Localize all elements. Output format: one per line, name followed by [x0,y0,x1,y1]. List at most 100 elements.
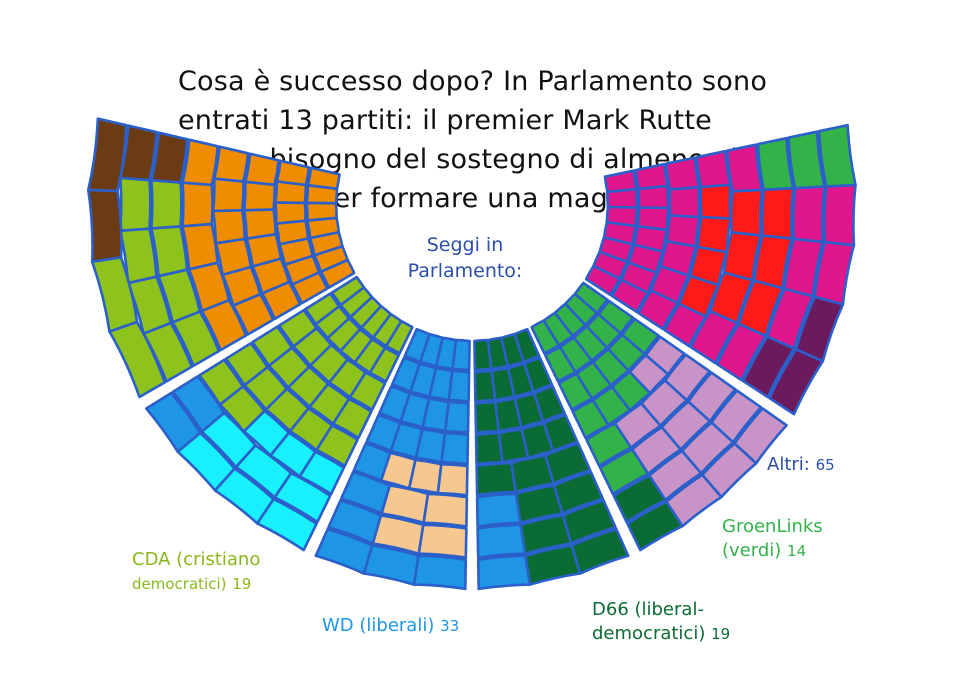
seat-altri-left [291,271,329,305]
seat-altri-left [118,176,152,233]
seat-altri-right [668,185,701,219]
seat-altri-left [243,208,277,240]
seat-d66 [523,356,554,393]
seat-cda [273,471,332,524]
seat-altri-left [181,222,219,271]
seat-altri-right [787,130,826,190]
seat-altri-right [637,289,679,331]
label-cda-line1: CDA (cristiano [132,549,261,570]
seat-altri-left [211,177,245,213]
seat-altri-left [313,245,349,274]
seat-groen [591,347,630,387]
label-vvd-line1: WD (liberali) 33 [322,614,459,638]
seat-altri-right [659,239,698,277]
label-groen-line2-text: (verdi) [722,540,782,561]
seat-groen [585,422,633,468]
label-altri-line1: Altri: 65 [767,453,835,477]
seat-altri-left [181,138,219,187]
chart-title-line: Seggi in [426,234,504,256]
seat-groen [733,407,788,465]
seat-cda [145,391,202,454]
seat-vvd [434,336,458,371]
seat-altri-right [726,143,764,193]
seat-groen [663,353,712,402]
label-d66-seats: 19 [711,625,731,643]
seat-altri-right [768,348,825,416]
headline-line: Cosa è successo dopo? In Parlamento sono [178,66,768,97]
seat-altri-left [275,159,311,187]
seat-d66 [476,523,527,559]
seat-altri-left [245,233,283,268]
seat-d66 [532,385,566,423]
seat-vvd [327,499,383,545]
seat-d66 [476,554,532,591]
seat-altri-left [260,280,302,321]
seat-altri-right [696,215,732,254]
seat-d66 [552,470,605,515]
label-altri-text: Altri: [767,454,810,475]
seat-groen [558,336,594,374]
label-cda-seats: 19 [232,575,252,593]
seat-groen [630,425,683,476]
seat-altri-left [305,201,338,222]
seat-vvd [339,470,392,515]
seat-altri-right [742,335,796,399]
seat-d66 [506,362,535,399]
seat-vvd [403,327,431,364]
seat-vvd [440,431,470,466]
seat-vvd [428,367,454,402]
label-d66-line1: D66 (liberal- [592,599,704,620]
seat-vvd [409,362,438,399]
seat-vvd [389,421,424,460]
seat-altri-right [689,309,739,365]
label-d66-line2-text: democratici) [592,623,706,644]
seat-altri-right [584,264,622,297]
seat-cda [353,337,387,375]
seat-groen [680,421,735,475]
seat-altri-right [603,169,638,194]
seat-altri-right [709,271,754,325]
seat-cda [331,397,373,440]
label-cda-line2: democratici) 19 [132,572,260,596]
seat-groen [542,311,575,347]
seat-vvd [314,527,374,575]
label-altri-seats: 65 [815,456,835,474]
label-groen-seats: 14 [787,542,807,560]
seat-altri-right [729,188,764,237]
seat-vvd [362,544,420,586]
seat-altri-right [794,295,845,363]
seat-altri-left [211,209,247,245]
seat-altri-right [823,183,857,247]
seat-groen [573,281,609,315]
seat-altri-right [766,287,814,350]
seat-d66 [473,338,493,372]
seat-cda [251,325,294,368]
seat-altri-right [756,136,795,191]
seat-altri-right [605,205,639,228]
seat-vvd [407,458,443,495]
label-cda: CDA (cristiano democratici) 19 [132,548,260,596]
seat-groen [648,449,703,502]
seat-cda [368,346,400,383]
seat-altri-right [817,123,857,188]
seat-vvd [451,338,471,372]
seat-groen [572,325,609,362]
seat-d66 [570,527,630,575]
seat-cda [315,424,359,468]
seat-altri-right [792,185,826,244]
seat-cda [292,327,333,367]
seat-altri-left [213,145,250,183]
seat-altri-left [150,179,183,230]
seat-d66 [514,484,564,525]
seat-altri-right [664,156,701,191]
seat-altri-left [150,131,189,184]
seat-vvd [414,428,447,464]
seat-altri-right [592,250,629,281]
seat-altri-left [171,310,221,368]
seat-cda [328,358,367,399]
seat-vvd [371,514,425,555]
seat-groen [665,473,723,528]
seat-altri-left [243,180,276,212]
seat-d66 [544,442,592,485]
seat-cda [176,431,236,492]
